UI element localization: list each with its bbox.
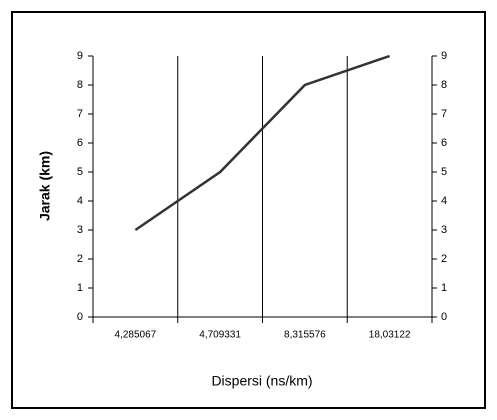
chart-frame [11,11,486,409]
y-tick-label: 2 [77,253,83,265]
y-tick-label: 1 [77,282,83,294]
x-tick-label: 4,709331 [199,330,241,341]
y2-tick-label: 1 [441,282,447,294]
y2-tick-label: 3 [441,224,447,236]
x-tick-label: 8,315576 [284,330,326,341]
y-tick-label: 7 [77,108,83,120]
y2-tick-label: 9 [441,50,447,62]
y-axis-title: Jarak (km) [37,151,53,221]
y-tick-label: 0 [77,311,83,323]
y2-tick-label: 0 [441,311,447,323]
y2-tick-label: 7 [441,108,447,120]
y2-tick-label: 4 [441,195,447,207]
y-tick-label: 9 [77,50,83,62]
x-tick-label: 4,285067 [115,330,157,341]
y-tick-label: 5 [77,166,83,178]
y-tick-label: 6 [77,137,83,149]
data-line [134,54,391,232]
x-tick-label: 18,03122 [369,330,411,341]
y-tick-label: 3 [77,224,83,236]
y2-tick-label: 5 [441,166,447,178]
y2-tick-label: 6 [441,137,447,149]
y-tick-label: 8 [77,79,83,91]
y-tick-label: 4 [77,195,83,207]
y2-tick-label: 8 [441,79,447,91]
y2-tick-label: 2 [441,253,447,265]
x-axis-title: Dispersi (ns/km) [211,373,312,389]
